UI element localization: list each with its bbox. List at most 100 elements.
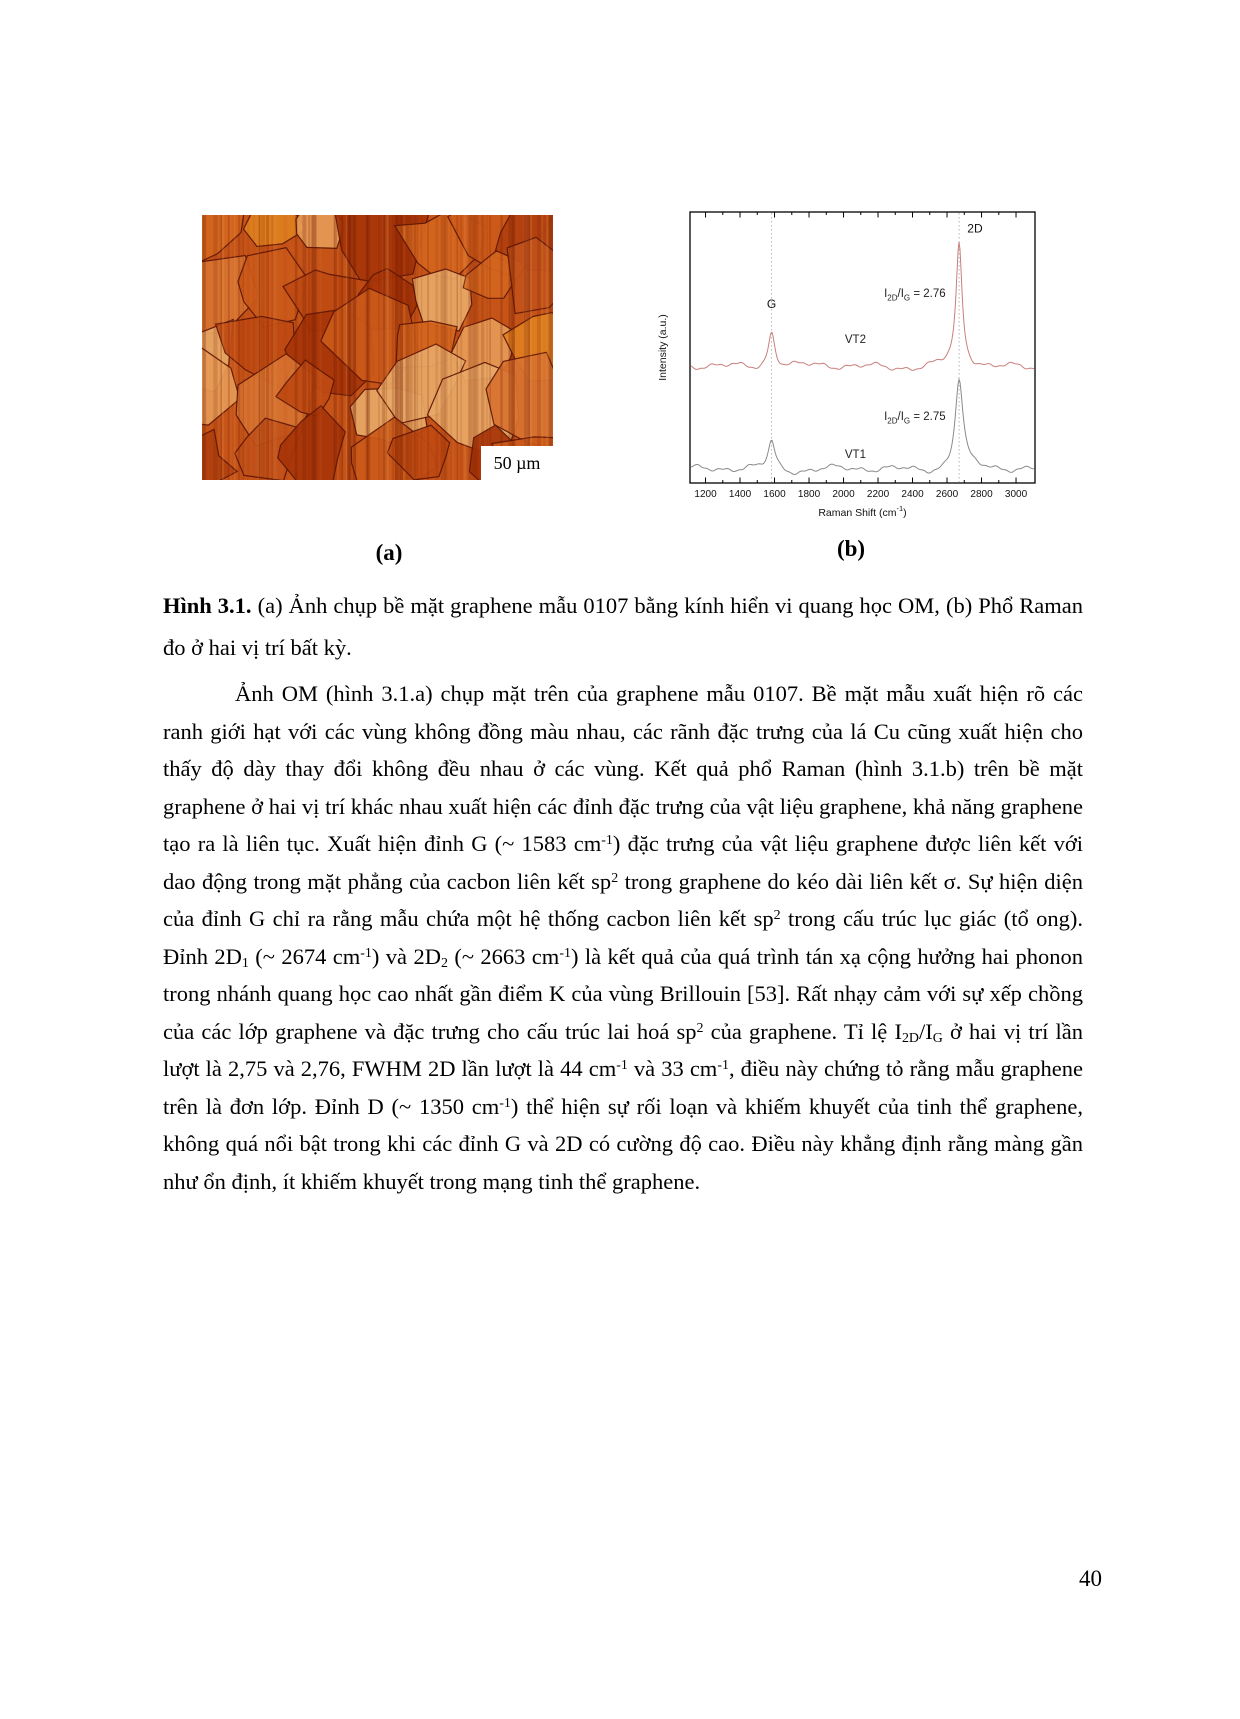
om-striation-light: [386, 215, 389, 480]
om-grain: [202, 215, 245, 262]
om-striation-light: [470, 215, 472, 480]
om-striation: [548, 215, 552, 480]
om-striation: [442, 215, 446, 480]
om-striation-light: [522, 215, 527, 480]
om-striation-light: [529, 215, 533, 480]
om-striation-light: [527, 215, 529, 480]
om-striation: [405, 215, 409, 480]
om-striation: [283, 215, 288, 480]
om-striation: [367, 215, 371, 480]
om-striation-light: [382, 215, 384, 480]
om-striation: [253, 215, 255, 480]
om-striation: [395, 215, 400, 480]
om-striation: [550, 215, 553, 480]
x-tick-label: 1400: [729, 489, 752, 500]
om-striation: [227, 215, 231, 480]
om-striation: [366, 215, 369, 480]
om-striation-light: [229, 215, 232, 480]
x-tick-label: 2800: [970, 489, 993, 500]
plot-frame: [689, 211, 1036, 484]
om-striation: [435, 215, 439, 480]
series-curve-VT2: [690, 241, 1035, 371]
om-striation: [508, 215, 513, 480]
om-striation-light: [257, 215, 260, 480]
figure-a-label: (a): [375, 540, 403, 565]
x-tick-label: 2200: [867, 489, 890, 500]
raman-spectra-chart: 1200 1400 1600 1800 2000 2200 2400 2600 2800 3000…: [657, 211, 1036, 519]
om-striation: [481, 215, 483, 480]
om-striation: [456, 215, 458, 480]
y-axis-title: Intensity (a.u.): [657, 314, 669, 381]
om-striation: [308, 215, 311, 480]
series-label-VT1: VT1: [845, 449, 866, 461]
om-striation: [474, 215, 479, 480]
om-striation: [333, 215, 336, 480]
om-striation-light: [464, 215, 467, 480]
om-striation-light: [385, 215, 388, 480]
om-striation: [511, 215, 515, 480]
om-striation: [258, 215, 260, 480]
om-striation: [261, 215, 265, 480]
om-striation-light: [221, 215, 225, 480]
ratio-label-VT1: I2D/IG = 2.75: [884, 411, 946, 426]
om-striation: [443, 215, 448, 480]
ratio-label-VT2: I2D/IG = 2.76: [884, 288, 946, 303]
x-tick-label: 1800: [798, 489, 821, 500]
om-striation: [427, 215, 429, 480]
om-striation: [399, 215, 401, 480]
figure-om-image: 50 µm: [202, 215, 553, 480]
om-striation: [365, 215, 368, 480]
om-striation: [339, 215, 343, 480]
om-striation: [395, 215, 399, 480]
om-striation-light: [463, 215, 466, 480]
om-striation: [302, 215, 307, 480]
om-striation: [247, 215, 250, 480]
om-striation: [417, 215, 419, 480]
om-striation-light: [272, 215, 275, 480]
om-striation: [394, 215, 399, 480]
om-striation: [413, 215, 416, 480]
om-striation: [341, 215, 343, 480]
om-striation: [399, 215, 400, 480]
om-striation: [537, 215, 541, 480]
page-number: 40: [1079, 1566, 1102, 1591]
scale-bar: 50 µm: [481, 446, 553, 480]
om-striation-light: [386, 215, 389, 480]
om-striation: [241, 215, 243, 480]
om-striation: [378, 215, 380, 480]
om-striation-light: [345, 215, 348, 480]
om-striation: [352, 215, 357, 480]
body-paragraph: Ảnh OM (hình 3.1.a) chụp mặt trên của gr…: [163, 681, 1084, 1194]
om-striation: [399, 215, 404, 480]
om-striation: [468, 215, 472, 480]
om-striation: [460, 215, 462, 480]
om-striation: [311, 215, 316, 480]
om-striation: [440, 215, 443, 480]
series-curve-VT1: [690, 377, 1035, 476]
x-tick-label: 2400: [901, 489, 924, 500]
om-striation: [266, 215, 269, 480]
x-tick-label: 2600: [936, 489, 959, 500]
peak-label-2D: 2D: [967, 221, 983, 235]
om-grain: [242, 215, 308, 248]
om-striation: [450, 215, 453, 480]
figure-raman-plot: 1200 1400 1600 1800 2000 2200 2400 2600 2800 3000…: [622, 190, 1062, 530]
om-striation: [366, 215, 369, 480]
om-striation: [508, 215, 511, 480]
series-label-VT2: VT2: [845, 334, 866, 346]
om-striation: [353, 215, 356, 480]
om-micrograph: [202, 215, 553, 480]
om-grain: [277, 404, 346, 480]
om-striation: [414, 215, 418, 480]
om-striation: [401, 215, 403, 480]
om-striation: [489, 215, 491, 480]
om-striation: [238, 215, 241, 480]
om-striation: [227, 215, 230, 480]
om-striation: [511, 215, 515, 480]
om-grain: [386, 424, 451, 480]
om-striation-light: [541, 215, 544, 480]
om-striation: [347, 215, 352, 480]
om-striation-light: [319, 215, 322, 480]
om-striation: [528, 215, 530, 480]
